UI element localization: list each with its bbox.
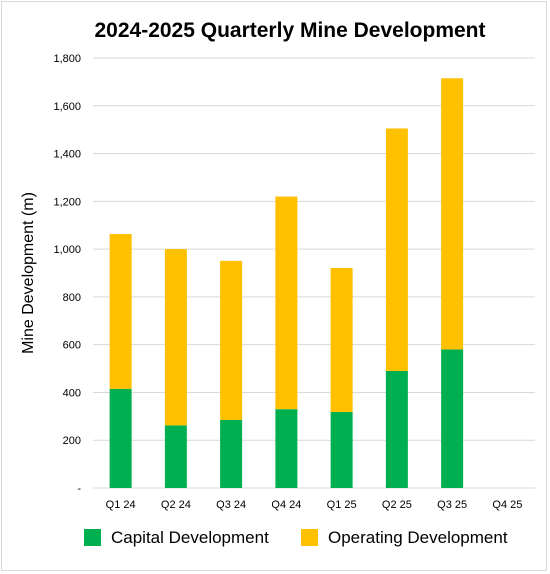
y-tick-label: 200 [63,435,81,447]
bar-operating [220,260,243,420]
y-tick-label: 1,600 [53,101,81,113]
y-axis-ticks: - 200 400 600 800 1,000 1,200 1,400 1,600 1,800 [53,53,81,495]
x-tick-label: Q1 25 [327,499,357,511]
y-tick-label: 1,200 [53,196,81,208]
bar-capital [330,412,353,488]
bar-capital [220,419,243,488]
bar-operating [275,196,298,410]
legend-label: Capital Development [111,528,269,547]
x-tick-label: Q4 24 [271,499,301,511]
y-tick-label: 1,400 [53,149,81,161]
y-tick-label: 600 [63,340,81,352]
y-tick-label: 1,000 [53,244,81,256]
bar-operating [330,267,353,413]
legend-swatch [84,529,101,546]
x-axis-ticks: Q1 24 Q2 24 Q3 24 Q4 24 Q1 25 Q2 25 Q3 25 Q4 25 [106,499,523,511]
y-tick-label: 800 [63,292,81,304]
bar-capital [109,388,132,488]
bar-capital [385,370,408,488]
chart-title: 2024-2025 Quarterly Mine Development [94,19,485,42]
y-tick-label: 400 [63,387,81,399]
legend-swatch [301,529,318,546]
bar-operating [385,128,408,371]
bar-operating [441,78,464,350]
bar-capital [164,425,187,488]
bar-capital [275,409,298,488]
bar-operating [109,234,132,389]
x-tick-label: Q2 25 [382,499,412,511]
x-tick-label: Q3 25 [437,499,467,511]
legend: Capital Development Operating Development [84,528,508,547]
x-tick-label: Q1 24 [106,499,136,511]
y-tick-label: 1,800 [53,53,81,65]
bars [109,78,464,488]
x-tick-label: Q3 24 [216,499,246,511]
bar-operating [164,249,187,426]
bar-capital [441,349,464,488]
x-tick-label: Q2 24 [161,499,191,511]
x-tick-label: Q4 25 [492,499,522,511]
gridlines [93,57,535,489]
legend-label: Operating Development [328,528,508,547]
y-tick-label: - [77,483,81,495]
y-axis-label: Mine Development (m) [20,192,37,354]
